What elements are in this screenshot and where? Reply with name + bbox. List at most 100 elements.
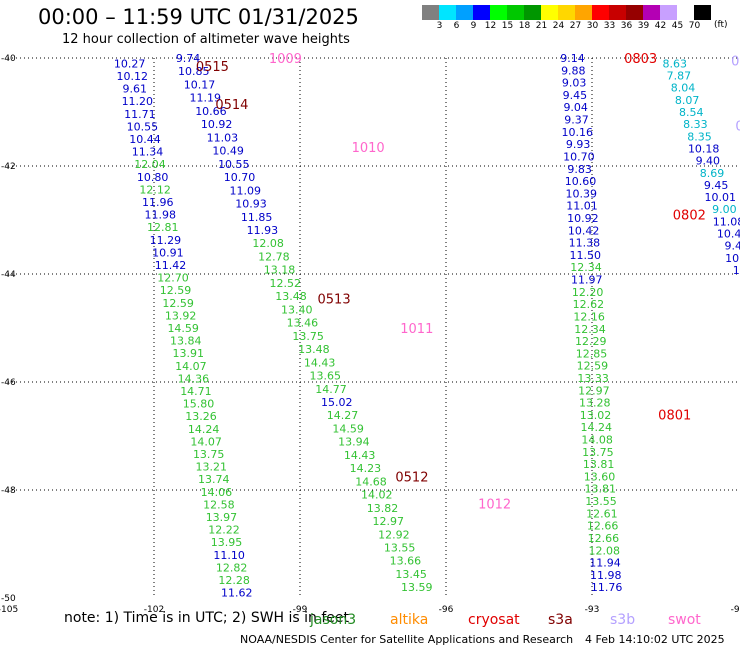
wave-height-point: 8.54 [679, 106, 704, 119]
wave-height-point: 15.02 [321, 396, 353, 409]
wave-height-point: 13.48 [275, 290, 307, 303]
wave-height-point: 10.91 [152, 246, 184, 259]
wave-height-point: 11.97 [571, 274, 603, 287]
pass-time-label: 0514 [215, 98, 248, 113]
wave-height-point: 12.81 [147, 221, 179, 234]
color-scale-label: 36 [620, 21, 633, 31]
wave-height-point: 7.87 [667, 70, 692, 83]
wave-height-point: 11.09 [230, 184, 262, 197]
wave-height-point: 14.23 [350, 462, 382, 475]
pass-time-label: 0515 [196, 60, 229, 75]
wave-height-point: 12.58 [203, 498, 235, 511]
wave-height-point: 11.96 [142, 196, 174, 209]
wave-height-point: 9.83 [567, 163, 592, 176]
color-scale-swatch [609, 5, 626, 20]
color-scale-swatch [694, 5, 711, 20]
wave-height-point: 11.42 [155, 259, 187, 272]
color-scale-swatch [524, 5, 541, 20]
wave-height-point: 14.59 [332, 422, 364, 435]
wave-height-point: 11.19 [189, 92, 221, 105]
wave-height-point: 11.98 [145, 209, 177, 222]
y-tick-label: -48 [1, 486, 16, 496]
wave-height-point: 12.22 [208, 524, 240, 537]
wave-height-point: 9.40 [696, 155, 721, 168]
wave-height-point: 11.71 [124, 108, 156, 121]
x-tick-label: -90 [731, 605, 740, 615]
pass-time-label: 1010 [352, 141, 385, 156]
wave-height-point: 9.46 [725, 240, 740, 253]
wave-height-point: 8.35 [687, 130, 712, 143]
wave-height-point: 11.10 [213, 549, 245, 562]
wave-height-point: 10.39 [565, 187, 597, 200]
wave-height-point: 10.42 [568, 224, 600, 237]
wave-height-point: 14.59 [167, 322, 199, 335]
wave-height-point: 11.94 [589, 557, 621, 570]
wave-height-point: 13.94 [338, 436, 370, 449]
wave-height-point: 9.93 [566, 138, 591, 151]
wave-height-point: 13.75 [582, 446, 614, 459]
wave-height-point: 12.70 [157, 272, 189, 285]
wave-height-point: 13.55 [384, 542, 416, 555]
color-scale-swatch [677, 5, 694, 20]
wave-height-point: 14.43 [304, 356, 336, 369]
pass-time-label: 0436 [731, 55, 740, 70]
wave-height-point: 13.81 [585, 483, 617, 496]
x-tick-label: -99 [293, 605, 308, 615]
color-scale-swatch [660, 5, 677, 20]
wave-height-point: 10.18 [688, 142, 720, 155]
wave-height-point: 9.00 [712, 203, 737, 216]
pass-time-label: 0802 [673, 209, 706, 224]
wave-height-point: 11.62 [221, 587, 253, 600]
color-scale-swatch [422, 5, 439, 20]
wave-height-point: 13.75 [193, 448, 225, 461]
wave-height-point: 12.82 [216, 561, 248, 574]
wave-height-point: 11.50 [569, 249, 601, 262]
color-scale-swatch [490, 5, 507, 20]
color-scale-bar [422, 5, 711, 21]
wave-height-point: 11.93 [247, 224, 279, 237]
wave-height-point: 9.37 [564, 114, 589, 127]
wave-height-point: 10.60 [565, 175, 597, 188]
y-tick-label: -42 [1, 162, 16, 172]
color-scale-label: 45 [671, 21, 684, 31]
wave-height-point: 11.98 [590, 569, 622, 582]
wave-height-point: 12.97 [578, 384, 610, 397]
color-scale-label: 27 [569, 21, 582, 31]
wave-height-point: 13.45 [395, 568, 427, 581]
wave-height-point: 11.29 [150, 234, 182, 247]
wave-height-point: 14.27 [327, 409, 359, 422]
color-scale-label: 30 [586, 21, 599, 31]
wave-height-point: 14.24 [581, 421, 613, 434]
y-tick-label: -44 [1, 270, 16, 280]
wave-height-point: 13.75 [292, 330, 324, 343]
wave-height-point: 14.02 [361, 489, 393, 502]
wave-height-point: 12.04 [134, 158, 166, 171]
page-title: 00:00 – 11:59 UTC 01/31/2025 [38, 5, 359, 29]
wave-height-point: 12.78 [258, 250, 290, 263]
wave-height-point: 13.28 [579, 397, 611, 410]
x-tick-label: -96 [439, 605, 454, 615]
wave-height-point: 11.01 [566, 200, 598, 213]
wave-height-point: 12.62 [573, 298, 605, 311]
wave-height-point: 13.95 [211, 536, 243, 549]
x-tick-label: -105 [0, 605, 18, 615]
wave-height-point: 9.74 [176, 52, 201, 65]
wave-height-point: 8.07 [675, 94, 700, 107]
wave-height-point: 11.03 [207, 131, 239, 144]
wave-height-point: 10.64 [725, 252, 740, 265]
wave-height-point: 14.08 [581, 434, 613, 447]
wave-height-point: 10.01 [704, 191, 736, 204]
wave-height-point: 10.55 [218, 158, 250, 171]
color-scale-label: 42 [654, 21, 667, 31]
wave-height-point: 13.97 [206, 511, 238, 524]
wave-height-point: 11.08 [713, 215, 740, 228]
wave-height-point: 11.76 [591, 581, 623, 594]
pass-time-label: 043 [735, 120, 740, 135]
pass-time-label: 1009 [269, 52, 302, 67]
wave-height-point: 12.66 [588, 532, 620, 545]
data-points: 10.2710.129.6111.2011.7110.5510.4411.341… [114, 52, 740, 600]
wave-height-point: 11.20 [122, 95, 154, 108]
pass-time-label: 0803 [624, 52, 657, 67]
wave-height-point: 13.55 [585, 495, 617, 508]
satellite-legend-jason3: jason3 [310, 612, 357, 628]
